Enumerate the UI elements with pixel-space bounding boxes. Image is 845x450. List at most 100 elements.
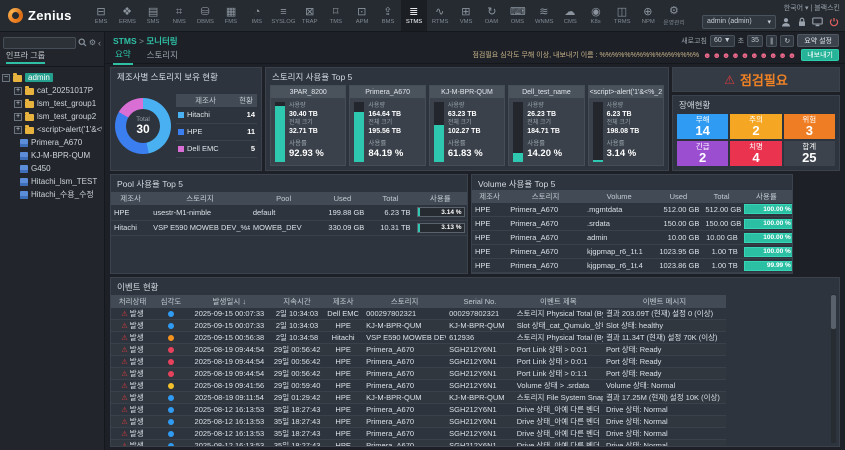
nav-item-ems[interactable]: ⊟ EMS <box>94 6 108 25</box>
nav-item-tms[interactable]: ⌑ TMS <box>329 6 342 25</box>
event-scrollbar[interactable] <box>831 294 836 443</box>
storage-device-icon <box>20 190 28 199</box>
nav-item-sms[interactable]: ▤ SMS <box>146 6 160 25</box>
export-button[interactable]: 내보내기 <box>801 49 839 61</box>
volume-row[interactable]: HPE Primera_A670 kjgpmap_r6_1t.4 1023.86 G… <box>472 258 792 273</box>
tree-item-group[interactable]: + <script>alert('1'&<%_2'% <box>14 123 102 136</box>
nav-item-bms[interactable]: ⇪ BMS <box>381 6 395 25</box>
nav-item-vms[interactable]: ⊞ VMS <box>459 6 473 25</box>
search-icon[interactable] <box>78 38 87 47</box>
pool-row[interactable]: HPE usestr-M1-nimble default 199.88 GB 6.2… <box>111 205 467 221</box>
language-select[interactable]: 한국어 <box>783 4 804 12</box>
nav-item-oms[interactable]: ⌨ OMS <box>509 6 526 25</box>
nav-item-cms[interactable]: ☁ CMS <box>563 6 577 25</box>
collapse-node-icon[interactable]: − <box>2 73 10 82</box>
event-row[interactable]: ⚠ 발생 2025-09-15 00:07:33 2일 10:34:03 Dell… <box>111 308 726 320</box>
fault-tile-urgent[interactable]: 긴급 2 <box>677 141 729 166</box>
tab-summary[interactable]: 요약 <box>113 46 133 65</box>
reload-button[interactable]: ↻ <box>780 34 795 47</box>
nav-item-dbms[interactable]: ⛁ DBMS <box>196 6 214 25</box>
nav-item-nms[interactable]: ⌗ NMS <box>172 6 186 25</box>
tree-item-group[interactable]: + cat_20251017P <box>14 84 102 97</box>
expand-node-icon[interactable]: + <box>14 112 22 121</box>
tree-item-storage[interactable]: Hitachi_lsm_TEST <box>20 175 102 188</box>
logout-icon[interactable] <box>827 15 840 28</box>
app-logo[interactable]: Zenius <box>0 0 88 31</box>
user-dropdown[interactable]: admin (admin) ▾ <box>702 14 776 29</box>
fault-tile-critical[interactable]: 치명 4 <box>730 141 782 166</box>
tree-item-storage[interactable]: Hitachi_수용_수정 <box>20 188 102 201</box>
volume-row[interactable]: HPE Primera_A670 admin 10.00 GB 10.00 GB 1… <box>472 230 792 245</box>
tree-item-label: G450 <box>31 164 51 173</box>
monitor-icon[interactable] <box>811 15 824 28</box>
tree-item-storage[interactable]: G450 <box>20 162 102 175</box>
summary-settings-button[interactable]: 요약 설정 <box>797 34 839 47</box>
volume-row[interactable]: HPE Primera_A670 .srdata 150.00 GB 150.00 … <box>472 216 792 231</box>
nav-item-trap[interactable]: ⊠ TRAP <box>301 6 318 25</box>
pool-table: 제조사 스토리지 Pool Used Total 사용률 HPE usestr-M1-n… <box>111 192 467 236</box>
scrollbar-thumb[interactable] <box>831 295 836 329</box>
nav-item-syslog[interactable]: ≡ SYSLOG <box>271 6 296 25</box>
nav-item-fms[interactable]: ▦ FMS <box>224 6 238 25</box>
vendor-row[interactable]: Hitachi 14 <box>176 107 257 124</box>
volume-row[interactable]: HPE Primera_A670 .mgmtdata 512.00 GB 512.0… <box>472 202 792 217</box>
user-icon[interactable] <box>779 15 792 28</box>
event-row[interactable]: ⚠ 발생 2025-08-19 09:44:54 29일 00:56:42 HPE… <box>111 367 726 380</box>
pause-button[interactable]: ∥ <box>765 34 778 47</box>
event-row[interactable]: ⚠ 발생 2025-08-19 09:11:54 29일 01:29:42 HPE… <box>111 391 726 404</box>
severity-dot <box>167 371 174 378</box>
nav-item-apm[interactable]: ⊡ APM <box>355 6 369 25</box>
tree-item-storage[interactable]: KJ-M-BPR-QUM <box>20 149 102 162</box>
fault-tile-caution[interactable]: 주의 2 <box>730 114 782 139</box>
volume-row[interactable]: HPE Primera_A670 kjgpmap_r6_1t.1 1023.95 G… <box>472 244 792 259</box>
legend-swatch <box>178 145 184 152</box>
skin-select[interactable]: 블랙스킨 <box>814 4 840 12</box>
fault-tile-total[interactable]: 합계 25 <box>783 141 835 166</box>
event-row[interactable]: ⚠ 발생 2025-08-19 09:44:54 29일 00:56:42 HPE… <box>111 343 726 356</box>
usage-card: 3PAR_8200 사용량 30.40 TB 전체 크기 32.71 TB 사용… <box>270 85 347 166</box>
fault-tile-danger[interactable]: 위험 3 <box>783 114 835 139</box>
panel-row-1: 제조사별 스토리지 보유 현황 Total 30 제조사 현황 <box>110 67 840 171</box>
nav-item-k8s[interactable]: ◉ K8s <box>590 6 601 25</box>
event-row[interactable]: ⚠ 발생 2025-08-19 09:41:56 29일 00:59:40 HPE… <box>111 379 726 392</box>
event-row[interactable]: ⚠ 발생 2025-08-19 09:44:54 29일 00:56:42 HPE… <box>111 355 726 368</box>
legend-swatch <box>178 111 184 118</box>
event-row[interactable]: ⚠ 발생 2025-09-15 00:07:33 2일 10:34:03 HPE K… <box>111 319 726 332</box>
tab-storage[interactable]: 스토리지 <box>146 49 178 60</box>
nav-item-operations[interactable]: ⚙ 운영관리 <box>663 4 685 27</box>
pool-row[interactable]: Hitachi VSP E590 MOWEB DEV_%# MOWEB_DEV 33… <box>111 220 467 236</box>
tree-item-group[interactable]: + lsm_test_group2 <box>14 110 102 123</box>
nav-item-rtms[interactable]: ∿ RTMS <box>431 6 449 25</box>
lock-icon[interactable] <box>795 15 808 28</box>
search-input[interactable] <box>3 36 76 49</box>
nav-item-ims[interactable]: ◔ IMS <box>251 6 263 25</box>
warning-icon: ⚠ <box>121 395 128 402</box>
nav-item-npm[interactable]: ⊕ NPM <box>641 6 655 25</box>
collapse-sidebar-icon[interactable]: ‹ <box>98 37 101 48</box>
nav-item-stms[interactable]: ≣ STMS <box>400 0 427 31</box>
warning-icon: ⚠ <box>121 371 128 378</box>
vendor-row[interactable]: Dell EMC 5 <box>176 141 257 158</box>
expand-node-icon[interactable]: + <box>14 125 22 134</box>
nav-item-erms[interactable]: ❖ ERMS <box>118 6 136 25</box>
fault-tiles: 무해 14 주의 2 위험 3 긴급 2 <box>673 113 839 170</box>
tree-item-admin[interactable]: − admin <box>2 71 102 84</box>
fault-tile-harmless[interactable]: 무해 14 <box>677 114 729 139</box>
nav-item-oam[interactable]: ↻ OAM <box>485 6 499 25</box>
nav-item-trms[interactable]: ◫ TRMS <box>613 6 631 25</box>
vendor-row[interactable]: HPE 11 <box>176 124 257 141</box>
event-row[interactable]: ⚠ 발생 2025-09-15 00:56:38 2일 10:34:58 Hita… <box>111 331 726 344</box>
expand-node-icon[interactable]: + <box>14 99 22 108</box>
tree-item-storage[interactable]: Primera_A670 <box>20 136 102 149</box>
refresh-interval-select[interactable]: 60 ▼ <box>709 34 735 47</box>
tree-item-group[interactable]: + lsm_test_group1 <box>14 97 102 110</box>
zenius-logo-icon <box>8 8 23 23</box>
angry-face-icons: ☻☻☻☻☻☻☻☻☻☻ <box>703 50 798 60</box>
expand-node-icon[interactable]: + <box>14 86 22 95</box>
settings-gear-icon[interactable]: ⚙ <box>88 38 96 47</box>
nav-item-wnms[interactable]: ≋ WNMS <box>534 6 554 25</box>
